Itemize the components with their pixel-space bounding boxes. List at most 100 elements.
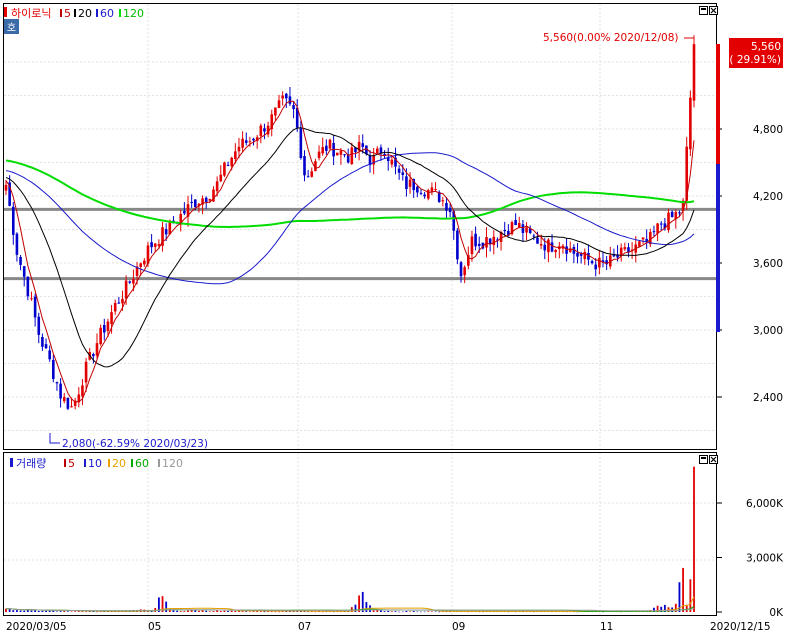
candle-body — [201, 198, 204, 205]
candle-body — [288, 96, 292, 104]
candle-body — [292, 105, 295, 110]
volume-bar — [165, 601, 168, 612]
candle-body — [84, 361, 88, 383]
candle-body — [259, 125, 263, 136]
candle-body — [463, 267, 466, 276]
candle-body — [554, 250, 557, 253]
candle-body — [536, 237, 539, 244]
candle-body — [492, 236, 496, 246]
candle-body — [153, 243, 157, 247]
date-axis-label: 2020/12/15 — [710, 621, 771, 633]
volume-bar — [194, 609, 197, 612]
candle-body — [383, 154, 386, 156]
volume-bar — [354, 604, 357, 612]
support-lines — [4, 207, 716, 281]
volume-bar — [678, 582, 681, 612]
candle-body — [317, 151, 321, 158]
candle-body — [408, 179, 412, 187]
candle-body — [303, 155, 306, 176]
candle-body — [477, 243, 481, 246]
volume-bar — [252, 611, 255, 612]
candle-body — [510, 222, 514, 235]
candle-body — [255, 137, 259, 141]
volume-bar — [179, 611, 182, 612]
volume-bar — [85, 611, 87, 613]
candle-body — [295, 107, 299, 128]
volume-bar — [307, 611, 310, 613]
price-panel-close-icon[interactable] — [709, 6, 718, 15]
volume-ma120-line — [5, 607, 695, 612]
volume-panel-close-icon[interactable] — [709, 455, 718, 464]
candle-body — [150, 242, 153, 248]
candle-body — [146, 245, 150, 264]
candle-body — [223, 162, 226, 176]
candle-body — [77, 394, 81, 403]
candle-body — [281, 95, 284, 99]
legend-ma5: 5 — [64, 7, 71, 20]
volume-bar — [216, 610, 219, 612]
candle-body — [48, 350, 51, 360]
volume-bar — [310, 611, 313, 613]
volume-bar — [88, 611, 91, 612]
volume-bar — [52, 610, 55, 612]
candle-body — [583, 251, 587, 260]
date-axis: 2020/03/05 05 07 09 11 2020/12/15 — [6, 621, 771, 633]
candle-body — [430, 187, 434, 192]
candle-body — [226, 164, 230, 166]
volume-bar — [365, 602, 368, 612]
volume-bar — [45, 610, 47, 612]
candle-body — [448, 207, 452, 213]
candle-body — [197, 203, 201, 207]
volume-bar — [37, 610, 40, 612]
candle-body — [623, 247, 627, 250]
ma20-line — [5, 127, 695, 368]
volume-panel-maximize-icon[interactable] — [699, 455, 708, 464]
volume-axis-label: 0K — [769, 607, 784, 619]
candle-body — [401, 172, 405, 175]
price-panel-maximize-icon[interactable] — [699, 6, 708, 15]
volume-bar — [187, 610, 189, 612]
volume-bar — [380, 610, 382, 612]
volume-bar — [372, 610, 375, 612]
current-price-tag-bg — [729, 38, 783, 68]
volume-bar — [161, 596, 164, 612]
volume-bar — [438, 611, 441, 613]
candle-body — [667, 212, 670, 231]
volume-bar — [77, 611, 80, 612]
candle-body — [579, 253, 583, 256]
volume-bar — [390, 611, 393, 612]
candle-body — [361, 143, 365, 147]
candle-body — [299, 128, 303, 158]
volume-bar — [383, 611, 386, 612]
volume-bar — [325, 611, 328, 613]
legend-vol-ma120: 120 — [162, 457, 183, 470]
current-price-bar — [716, 44, 720, 164]
legend-vol-ma5: 5 — [68, 457, 75, 470]
volume-bar — [314, 611, 317, 613]
volume-bar — [34, 610, 37, 612]
candle-body — [525, 227, 528, 233]
candle-body — [143, 260, 146, 265]
candle-body — [426, 190, 430, 199]
legend-volume-name: 거래량 — [16, 457, 46, 470]
candle-body — [306, 176, 310, 178]
volume-bar — [157, 597, 160, 612]
ma60-line — [5, 152, 695, 285]
candle-body — [568, 248, 572, 252]
candle-body — [645, 238, 648, 242]
candle-body — [66, 397, 70, 409]
price-axis-label: 3,000 — [753, 325, 783, 337]
candle-body — [55, 382, 59, 384]
candle-body — [244, 140, 248, 143]
candle-body — [405, 176, 408, 190]
volume-bar — [656, 605, 659, 612]
candle-body — [132, 278, 135, 284]
price-legend: 하이로닉 5 20 60 120 — [4, 6, 144, 20]
date-axis-label: 11 — [600, 621, 613, 633]
candle-body — [368, 155, 372, 166]
legend-ma60: 60 — [100, 7, 114, 20]
price-axis-label: 3,600 — [753, 258, 783, 270]
quote-icon-button[interactable] — [4, 19, 19, 34]
candle-body — [365, 145, 368, 155]
